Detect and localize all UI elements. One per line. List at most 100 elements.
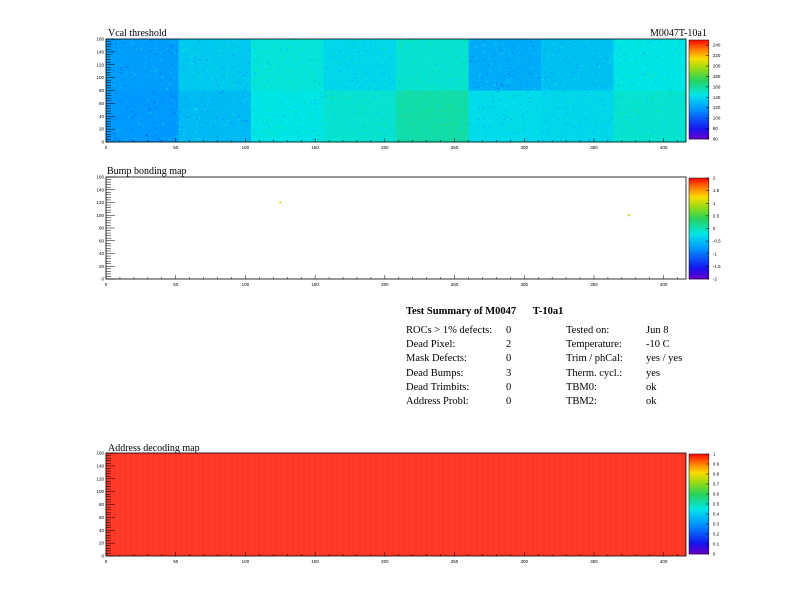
pixel-noise bbox=[599, 133, 602, 135]
pixel-noise bbox=[586, 91, 589, 93]
pixel-noise bbox=[196, 126, 199, 128]
pixel-noise bbox=[646, 82, 649, 84]
pixel-noise bbox=[391, 86, 393, 88]
pixel-noise bbox=[145, 123, 147, 125]
pixel-noise bbox=[414, 77, 417, 80]
x-tick-label: 300 bbox=[521, 145, 529, 150]
pixel-noise bbox=[464, 128, 467, 130]
pixel-noise bbox=[175, 113, 178, 115]
pixel-noise bbox=[634, 117, 637, 119]
pixel-noise bbox=[617, 107, 620, 109]
pixel-noise bbox=[522, 128, 524, 130]
pixel-noise bbox=[486, 119, 489, 122]
pixel-noise bbox=[380, 64, 383, 66]
pixel-noise bbox=[630, 120, 633, 122]
pixel-noise bbox=[305, 71, 308, 73]
pixel-noise bbox=[240, 132, 242, 134]
pixel-noise bbox=[514, 92, 516, 94]
pixel-noise bbox=[388, 40, 391, 42]
pixel-noise bbox=[334, 115, 336, 117]
pixel-noise bbox=[585, 47, 588, 49]
pixel-noise bbox=[434, 106, 437, 108]
colorbar-step bbox=[689, 210, 709, 213]
pixel-noise bbox=[663, 57, 665, 59]
pixel-noise bbox=[173, 124, 176, 126]
colorbar-tick-label: 0.2 bbox=[713, 532, 720, 537]
pixel-noise bbox=[358, 70, 361, 72]
pixel-noise bbox=[633, 84, 635, 86]
pixel-noise bbox=[532, 123, 534, 125]
pixel-noise bbox=[349, 57, 352, 59]
pixel-noise bbox=[659, 139, 662, 142]
pixel-noise bbox=[269, 54, 272, 57]
colorbar-step bbox=[689, 244, 709, 247]
pixel-noise bbox=[504, 123, 506, 125]
pixel-noise bbox=[471, 94, 473, 96]
pixel-noise bbox=[316, 138, 319, 140]
pixel-noise bbox=[328, 116, 331, 119]
colorbar-step bbox=[689, 99, 709, 102]
colorbar-tick-label: 200 bbox=[713, 64, 721, 69]
pixel-noise bbox=[354, 39, 356, 41]
pixel-noise bbox=[357, 131, 359, 133]
pixel-noise bbox=[293, 138, 295, 140]
pixel-noise bbox=[674, 48, 677, 50]
pixel-noise bbox=[255, 109, 257, 111]
pixel-noise bbox=[366, 56, 369, 58]
pixel-noise bbox=[494, 97, 497, 99]
y-tick-label: 0 bbox=[101, 554, 104, 559]
pixel-noise bbox=[314, 103, 316, 105]
pixel-noise bbox=[660, 73, 662, 75]
pixel-noise bbox=[643, 59, 646, 61]
pixel-noise bbox=[520, 137, 522, 139]
pixel-noise bbox=[661, 119, 663, 121]
pixel-noise bbox=[307, 48, 309, 50]
pixel-noise bbox=[363, 126, 365, 128]
pixel-noise bbox=[516, 130, 518, 133]
pixel-noise bbox=[627, 132, 629, 134]
pixel-noise bbox=[297, 94, 299, 96]
y-tick-label: 0 bbox=[101, 277, 104, 282]
pixel-noise bbox=[273, 59, 276, 62]
pixel-noise bbox=[608, 63, 611, 65]
pixel-noise bbox=[486, 73, 489, 75]
pixel-noise bbox=[550, 72, 552, 74]
pixel-noise bbox=[654, 81, 656, 83]
pixel-noise bbox=[554, 122, 557, 125]
pixel-noise bbox=[670, 128, 672, 130]
x-tick-label: 0 bbox=[105, 282, 108, 287]
pixel-noise bbox=[468, 40, 471, 42]
pixel-noise bbox=[380, 48, 383, 50]
pixel-noise bbox=[445, 132, 448, 134]
pixel-noise bbox=[515, 107, 518, 110]
pixel-noise bbox=[210, 43, 213, 46]
pixel-noise bbox=[213, 95, 216, 97]
pixel-noise bbox=[649, 65, 651, 68]
pixel-noise bbox=[253, 72, 256, 74]
pixel-noise bbox=[211, 99, 214, 102]
pixel-noise bbox=[678, 44, 680, 46]
pixel-noise bbox=[216, 116, 218, 118]
pixel-noise bbox=[657, 68, 659, 70]
pixel-noise bbox=[119, 86, 121, 89]
pixel-noise bbox=[522, 126, 525, 129]
pixel-noise bbox=[636, 73, 639, 76]
pixel-noise bbox=[406, 88, 409, 90]
pixel-noise bbox=[279, 85, 282, 87]
pixel-noise bbox=[113, 106, 115, 108]
pixel-noise bbox=[297, 115, 300, 117]
pixel-noise bbox=[229, 46, 231, 49]
pixel-noise bbox=[597, 122, 599, 124]
pixel-noise bbox=[499, 49, 501, 51]
pixel-noise bbox=[510, 118, 513, 120]
pixel-noise bbox=[243, 109, 245, 111]
pixel-noise bbox=[426, 92, 429, 94]
pixel-noise bbox=[438, 105, 441, 107]
x-tick-label: 350 bbox=[590, 282, 598, 287]
pixel-noise bbox=[170, 92, 173, 94]
pixel-noise bbox=[356, 94, 358, 96]
pixel-noise bbox=[285, 40, 288, 43]
pixel-noise bbox=[677, 115, 680, 117]
pixel-noise bbox=[679, 55, 682, 57]
pixel-noise bbox=[266, 120, 269, 122]
